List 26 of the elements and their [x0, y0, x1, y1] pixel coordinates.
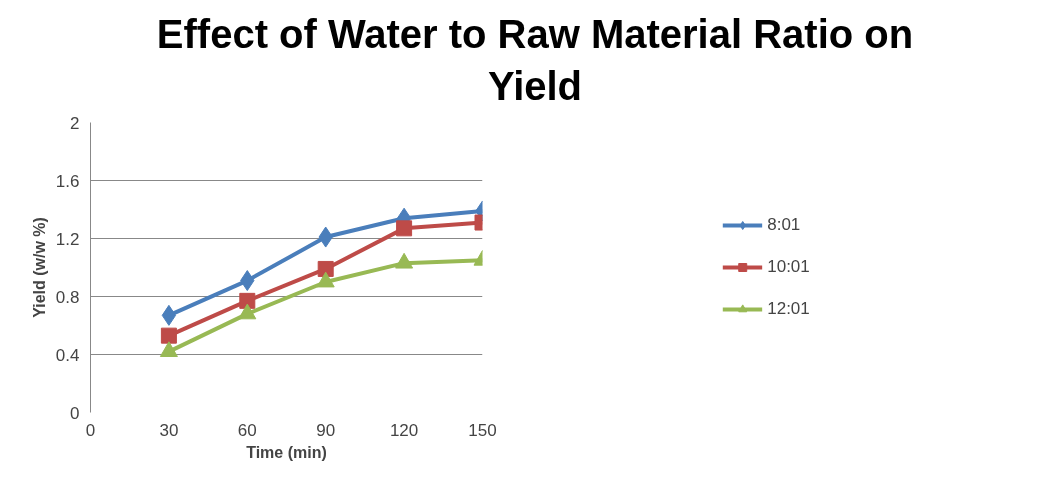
point	[316, 271, 335, 288]
y-axis-title: Yield (w/w %)	[30, 217, 48, 318]
point	[161, 304, 177, 326]
point	[159, 341, 178, 358]
y-tick-label: 1.6	[55, 171, 80, 191]
legend-label: 8:01	[767, 215, 801, 235]
point	[160, 327, 177, 344]
point	[239, 292, 256, 309]
y-tick-label: 1.2	[55, 229, 80, 249]
x-tick-label: 0	[85, 420, 96, 440]
y-tick-label: 0.8	[55, 287, 80, 307]
y-tick-label: 2	[70, 113, 80, 133]
chart-title: Effect of Water to Raw Material Ratio on Yield	[155, 11, 915, 110]
legend-label: 10:01	[767, 257, 810, 277]
x-tick-label: 90	[316, 420, 336, 440]
point	[396, 220, 413, 237]
x-axis-title: Time (min)	[246, 443, 327, 461]
x-tick-label: 60	[237, 420, 257, 440]
legend-label: 12:01	[767, 299, 810, 319]
x-tick-label: 150	[468, 420, 497, 440]
point	[238, 303, 257, 320]
y-tick-label: 0	[70, 403, 80, 423]
x-tick-label: 120	[389, 420, 419, 440]
point	[317, 260, 334, 277]
x-tick-label: 30	[159, 420, 179, 440]
y-tick-label: 0.4	[55, 345, 80, 365]
